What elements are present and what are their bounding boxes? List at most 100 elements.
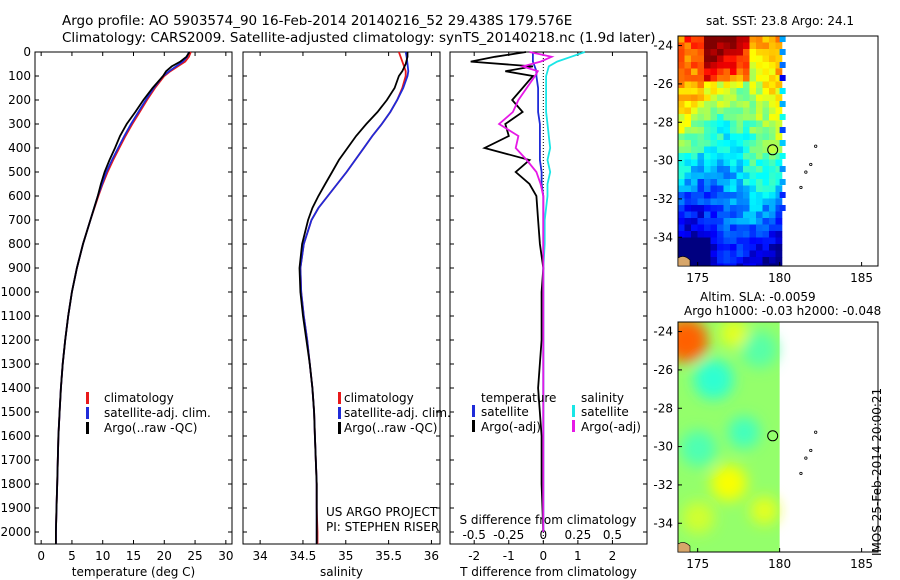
sst-cell <box>691 120 698 128</box>
legend-label-satellite: satellite-adj. clim. <box>344 406 451 420</box>
sst-cell <box>678 244 685 251</box>
sst-cell <box>743 140 750 147</box>
sst-cell <box>769 153 776 160</box>
sst-cell <box>684 62 692 69</box>
sst-cell <box>704 114 711 121</box>
sst-cell <box>756 172 763 180</box>
sst-cell <box>779 205 786 211</box>
sst-cell <box>691 257 698 264</box>
sst-cell <box>736 114 744 121</box>
sst-cell <box>717 192 724 199</box>
y-tick-label: 1200 <box>0 333 31 347</box>
sst-cell <box>697 263 705 266</box>
sst-cell <box>710 81 718 89</box>
sst-cell <box>710 198 718 206</box>
sst-cell <box>730 42 737 50</box>
sst-cell <box>749 198 757 206</box>
sst-cell <box>710 120 718 128</box>
x-tick-label: 36 <box>424 549 439 563</box>
sst-cell <box>684 68 692 76</box>
sst-cell <box>697 257 705 264</box>
sst-cell <box>723 192 731 199</box>
sst-cell <box>704 81 711 89</box>
sst-cell <box>756 62 763 69</box>
map-y-tick-label: -34 <box>653 230 673 244</box>
sst-cell <box>736 244 744 251</box>
x-tick-label: 30 <box>218 549 233 563</box>
sst-cell <box>691 62 698 69</box>
y-tick-label: 0 <box>23 45 31 59</box>
sst-cell <box>704 224 711 232</box>
map-frame <box>677 35 879 267</box>
map-y-tick-label: -24 <box>653 39 673 53</box>
sst-cell <box>717 75 724 82</box>
sst-cell <box>736 127 744 134</box>
sst-cell <box>762 159 770 167</box>
x-axis-label: salinity <box>320 565 363 579</box>
sst-cell <box>678 81 685 89</box>
sla-blob <box>693 359 734 400</box>
s-diff-tick-label: 0.25 <box>565 528 592 542</box>
sst-cell <box>743 81 750 89</box>
sst-cell <box>730 231 737 238</box>
sst-cell <box>749 107 757 115</box>
sst-cell <box>691 107 698 115</box>
sst-cell <box>704 75 711 82</box>
sst-cell <box>684 218 692 225</box>
sst-cell <box>697 146 705 154</box>
sst-cell <box>691 159 698 167</box>
legend-swatch-climatology <box>86 392 89 404</box>
sst-cell <box>775 224 783 232</box>
sst-cell <box>684 120 692 128</box>
map-y-tick-label: -24 <box>653 325 673 339</box>
sst-cell <box>743 185 750 193</box>
sst-cell <box>743 263 750 266</box>
salinity-axes <box>242 51 441 545</box>
sst-cell <box>684 185 692 193</box>
temperature-legend: climatology satellite-adj. clim. Argo(..… <box>86 391 211 435</box>
plot-title-line1: Argo profile: AO 5903574_90 16-Feb-2014 … <box>62 13 573 29</box>
sst-cell <box>691 68 698 76</box>
sst-cell <box>730 172 737 180</box>
legend-label-argo: Argo(..raw -QC) <box>104 421 197 435</box>
sst-cell <box>756 237 763 245</box>
sst-cell <box>730 192 737 199</box>
sst-cell <box>691 153 698 160</box>
sst-cell <box>710 250 718 258</box>
y-tick-label: 800 <box>8 237 31 251</box>
timestamp-stamp: IMOS 25-Feb-2014 20:00:21 <box>870 387 884 556</box>
sst-cell <box>710 237 718 245</box>
salinity-legend: climatology satellite-adj. clim. Argo(..… <box>338 391 451 435</box>
sst-cell <box>762 153 770 160</box>
sst-cell <box>762 49 770 56</box>
sst-cell <box>717 153 724 160</box>
sst-cell <box>749 55 757 63</box>
sst-cell <box>678 49 685 56</box>
sst-cell <box>775 68 783 76</box>
sst-cell <box>684 198 692 206</box>
map-frame <box>677 321 879 553</box>
island-marker <box>799 185 803 190</box>
sst-cell <box>717 81 724 89</box>
sst-cell <box>730 75 737 82</box>
sst-cell <box>678 68 685 76</box>
y-tick-label: 1000 <box>0 285 31 299</box>
sst-cell <box>743 101 750 108</box>
sst-cell <box>678 218 685 225</box>
sst-cell <box>736 140 744 147</box>
y-tick-label: 2000 <box>0 525 31 539</box>
sst-cell <box>736 263 744 266</box>
sst-cell <box>723 250 731 258</box>
sst-cell <box>736 55 744 63</box>
sst-cell <box>749 211 757 219</box>
island-marker <box>809 448 813 453</box>
sst-cell <box>743 205 750 212</box>
sst-cell <box>691 166 698 173</box>
sst-cell <box>691 146 698 154</box>
sst-cell <box>704 231 711 238</box>
sst-cell <box>769 55 776 63</box>
sst-cell <box>710 94 718 102</box>
sst-cell <box>769 185 776 193</box>
legend-label-climatology: climatology <box>104 391 174 405</box>
